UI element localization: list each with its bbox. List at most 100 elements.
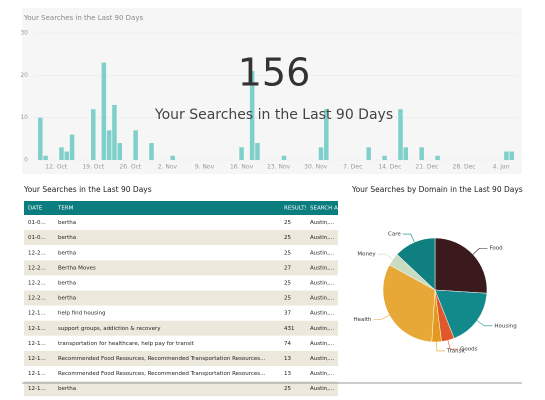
bar: [149, 143, 154, 160]
pie-label: Housing: [494, 323, 516, 329]
table-row-bg: [24, 260, 338, 276]
table-cell: Austin,...: [310, 280, 335, 286]
table-row-bg: [24, 230, 338, 246]
bar: [112, 104, 117, 160]
table-header-bg: [24, 201, 338, 215]
table-cell: Austin,...: [310, 250, 335, 256]
leader-line: [373, 314, 390, 320]
table-cell: bertha: [58, 386, 76, 392]
x-tick-label: 14. Dec: [378, 164, 401, 171]
bar: [281, 155, 287, 160]
table-cell: 74: [284, 341, 291, 347]
table-cell: 12-2...: [28, 296, 46, 302]
pie-label: Money: [357, 252, 376, 258]
pie-label: Goods: [460, 347, 477, 353]
bar: [382, 155, 387, 160]
table-cell: Austin,...: [310, 371, 335, 377]
y-tick-label: 30: [20, 30, 28, 37]
table-cell: 25: [284, 296, 291, 302]
table-row-bg: [24, 381, 338, 397]
bar: [398, 109, 403, 160]
bar: [403, 147, 409, 160]
table-header-cell: RESULTS: [284, 206, 308, 212]
bar: [117, 143, 122, 160]
table-cell: Austin,...: [310, 296, 335, 302]
table-cell: 25: [284, 250, 291, 256]
x-tick-label: 19. Oct: [82, 164, 104, 171]
table-cell: 01-0...: [28, 235, 46, 241]
table-cell: 13: [284, 371, 291, 377]
bar: [239, 147, 244, 160]
leader-line: [447, 340, 459, 350]
table-cell: bertha: [58, 280, 76, 286]
table-row-bg: [24, 245, 338, 261]
table-cell: Austin,...: [310, 386, 335, 392]
table-cell: bertha: [58, 296, 76, 302]
table-row-bg: [24, 290, 338, 306]
table-cell: Recommended Food Resources, Recommended …: [58, 356, 266, 362]
pie-label: Care: [388, 232, 401, 238]
pie-slice: [396, 237, 436, 291]
pie-slice: [434, 289, 488, 339]
table-cell: 12-1...: [28, 386, 46, 392]
table-cell: bertha: [58, 220, 76, 226]
bar: [64, 151, 70, 160]
table-cell: 12-1...: [28, 356, 46, 362]
table-cell: 431: [284, 326, 295, 332]
table-cell: Recommended Food Resources, Recommended …: [58, 371, 266, 377]
x-tick-label: 28. Dec: [453, 164, 476, 171]
table-cell: transportation for healthcare, help pay …: [58, 341, 195, 347]
kpi-label: Your Searches in the Last 90 Days: [154, 107, 393, 123]
bar: [170, 155, 175, 160]
table-cell: 12-1...: [28, 341, 46, 347]
bar: [324, 109, 329, 160]
x-tick-label: 16. Nov: [230, 164, 254, 171]
bar: [249, 71, 255, 160]
y-tick-label: 20: [20, 72, 28, 79]
x-tick-label: 12. Oct: [45, 164, 67, 171]
table-cell: 25: [284, 280, 291, 286]
table-row-bg: [24, 320, 338, 336]
x-tick-label: 2. Nov: [158, 164, 178, 171]
table-cell: 25: [284, 386, 291, 392]
table-row-bg: [24, 350, 338, 366]
table-cell: Austin,...: [310, 220, 335, 226]
table-cell: 12-1...: [28, 311, 46, 317]
pie-label: Health: [353, 317, 372, 323]
bar: [59, 147, 64, 160]
table-cell: Bertha Moves: [58, 265, 96, 271]
table-row-bg: [24, 366, 338, 382]
bar: [366, 147, 371, 160]
pie-label: Food: [489, 246, 502, 252]
table-header-cell: DATE: [28, 206, 43, 212]
bar-title: Your Searches in the Last 90 Days: [23, 14, 143, 22]
table-cell: Austin,...: [310, 311, 335, 317]
pie-slice: [382, 264, 436, 343]
pie-slice: [434, 237, 488, 294]
leader-line: [402, 233, 415, 243]
table-cell: 25: [284, 220, 291, 226]
table-cell: 01-0...: [28, 220, 46, 226]
table-cell: 12-1...: [28, 326, 46, 332]
bar: [255, 143, 260, 160]
leader-line: [436, 341, 445, 352]
x-tick-label: 21. Dec: [415, 164, 438, 171]
table-cell: 12-1...: [28, 371, 46, 377]
table-cell: bertha: [58, 250, 76, 256]
table-cell: support groups, addiction & recovery: [58, 326, 161, 332]
table-cell: Austin,...: [310, 341, 335, 347]
table-cell: 37: [284, 311, 291, 317]
bar: [435, 155, 440, 160]
bar: [133, 130, 138, 160]
bar: [419, 147, 424, 160]
bar: [509, 151, 514, 160]
pie-label: Transit: [446, 348, 466, 354]
table-cell: 13: [284, 356, 291, 362]
table-cell: 27: [284, 265, 291, 271]
y-tick-label: 0: [24, 157, 28, 164]
bar: [43, 155, 48, 160]
table-cell: Austin,...: [310, 356, 335, 362]
bar: [69, 134, 75, 160]
x-tick-label: 26. Oct: [119, 164, 141, 171]
